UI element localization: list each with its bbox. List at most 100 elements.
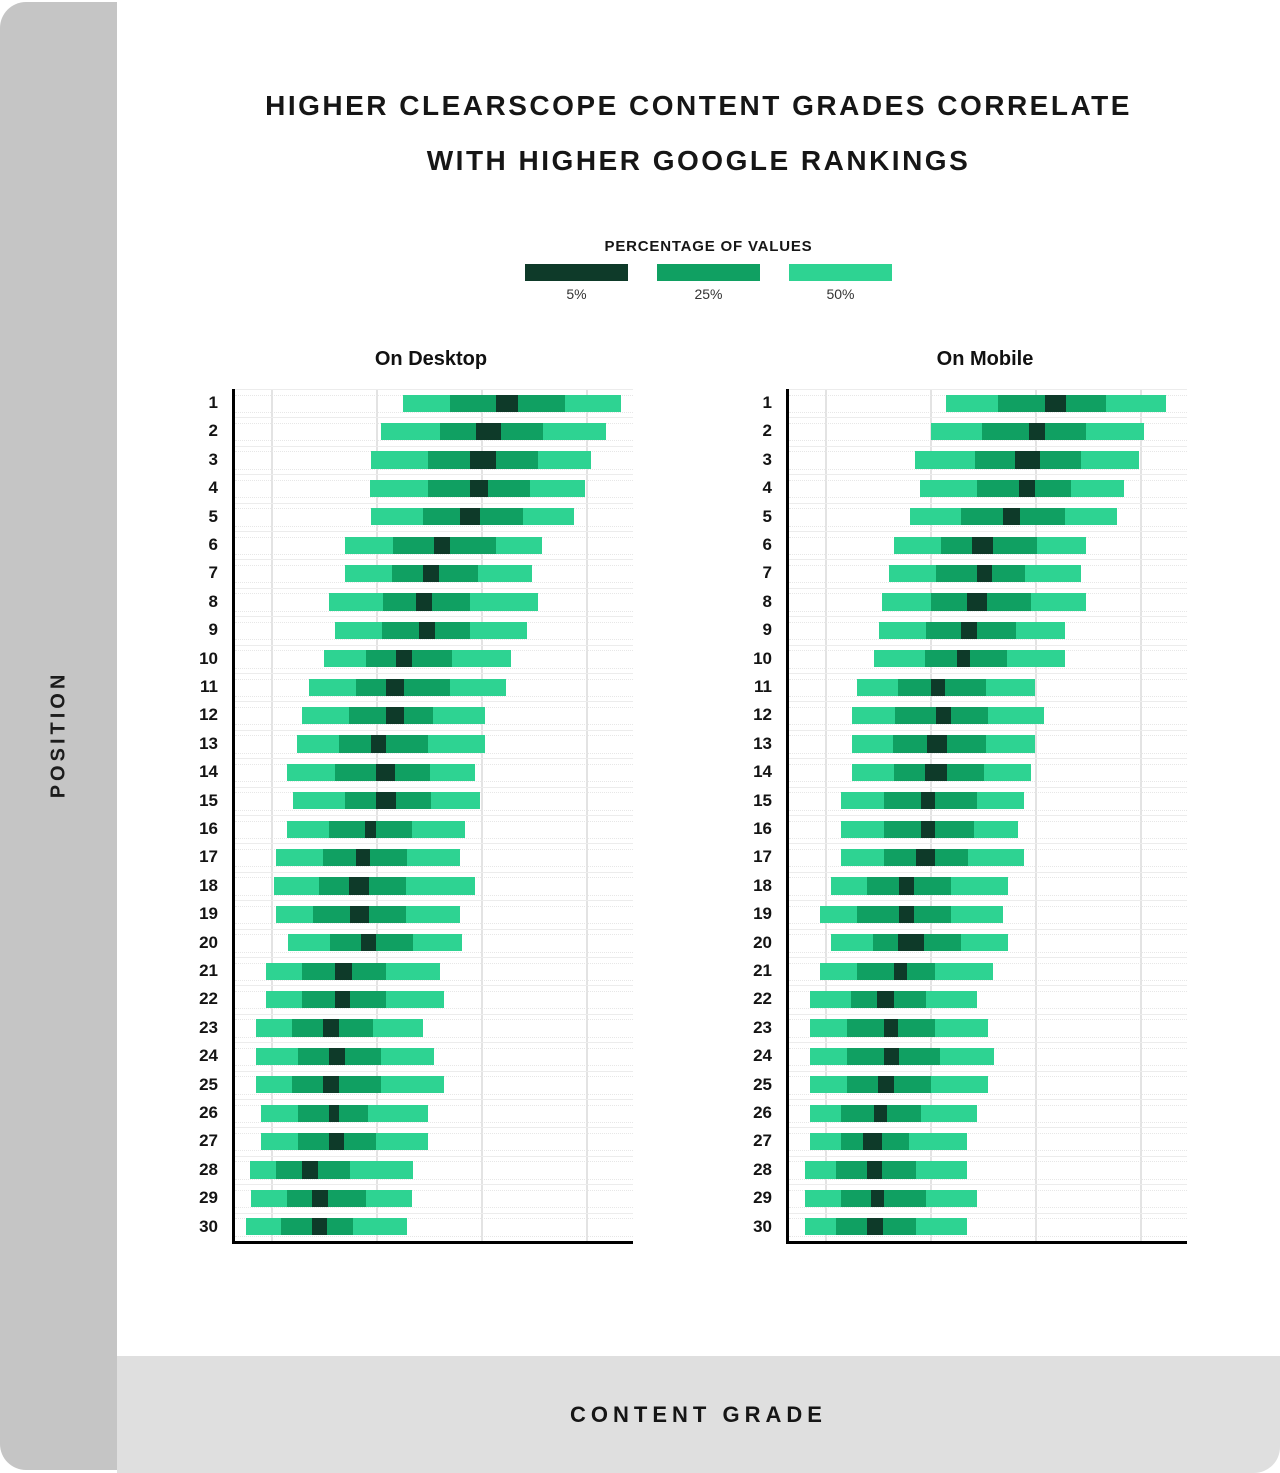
position-label-25: 25 — [753, 1074, 772, 1094]
row-gridline — [235, 1155, 633, 1157]
row-gridline — [789, 1036, 1187, 1038]
position-label-29: 29 — [753, 1188, 772, 1208]
position-label-21: 21 — [753, 961, 772, 980]
row-gridline — [789, 781, 1187, 783]
row-gridline — [789, 1178, 1187, 1180]
bar-position-11 — [857, 678, 1035, 696]
chart-title-line-2: WITH HIGHER GOOGLE RANKINGS — [426, 145, 971, 176]
row-gridline — [789, 531, 1187, 532]
row-gridline — [235, 843, 633, 845]
bar-segment-5pct — [867, 1161, 882, 1179]
row-gridline — [789, 502, 1187, 504]
row-gridline — [789, 587, 1187, 589]
desktop-chart-panel: 1 2 3 4 5 6 7 8 9 10 11 12 13 14 15 16 17 18 19 20 21 22 23 24 2… — [199, 389, 633, 1244]
row-gridline — [789, 1184, 1187, 1186]
row-gridline — [235, 553, 633, 555]
left-position-band: POSITION — [0, 2, 117, 1470]
row-gridline — [789, 525, 1187, 527]
bar-position-4 — [370, 479, 585, 498]
row-gridline — [789, 1042, 1187, 1044]
position-label-28: 28 — [753, 1159, 772, 1179]
bar-segment-5pct — [931, 678, 945, 696]
row-gridline — [789, 411, 1187, 413]
row-gridline — [235, 1132, 633, 1134]
row-gridline — [235, 1218, 633, 1220]
row-gridline — [235, 1099, 633, 1100]
bar-segment-5pct — [863, 1132, 882, 1151]
bar-position-8 — [329, 593, 538, 611]
row-gridline — [235, 815, 633, 816]
row-gridline — [235, 587, 633, 589]
row-gridline — [235, 1036, 633, 1038]
row-gridline — [789, 1008, 1187, 1010]
bar-segment-5pct — [365, 820, 376, 838]
row-gridline — [789, 1189, 1187, 1191]
position-label-7: 7 — [762, 563, 772, 583]
bar-segment-5pct — [386, 706, 404, 725]
legend-swatch-25 — [657, 264, 760, 281]
row-gridline — [789, 1132, 1187, 1134]
bar-segment-5pct — [921, 792, 935, 810]
y-axis-title-box: POSITION — [0, 584, 117, 884]
bar-position-30 — [805, 1218, 967, 1236]
bar-position-30 — [246, 1218, 407, 1236]
position-label-14: 14 — [199, 762, 218, 782]
row-gridline — [235, 1235, 633, 1237]
bar-segment-5pct — [1019, 479, 1035, 498]
row-gridline — [235, 525, 633, 527]
legend-item-5: 5% — [525, 264, 628, 302]
position-label-20: 20 — [753, 932, 772, 952]
row-gridline — [789, 752, 1187, 754]
mobile-panel-title: On Mobile — [936, 348, 1034, 370]
position-label-26: 26 — [753, 1103, 772, 1122]
bar-segment-5pct — [899, 877, 914, 895]
legend: PERCENTAGE OF VALUES 5% 25% 50% — [127, 238, 1280, 302]
row-gridline — [235, 724, 633, 726]
legend-swatch-5 — [525, 264, 628, 281]
position-label-13: 13 — [199, 733, 218, 753]
position-label-22: 22 — [753, 989, 772, 1009]
position-label-2: 2 — [762, 421, 772, 441]
row-gridline — [235, 1042, 633, 1044]
row-gridline — [789, 1235, 1187, 1237]
chart-title: HIGHER CLEARSCOPE CONTENT GRADES CORRELA… — [117, 78, 1280, 188]
row-gridline — [235, 695, 633, 697]
position-label-25: 25 — [199, 1074, 218, 1094]
row-gridline — [235, 985, 633, 987]
bar-segment-5pct — [867, 1218, 883, 1236]
row-gridline — [235, 1189, 633, 1191]
bar-position-20 — [831, 934, 1008, 952]
bar-position-29 — [805, 1189, 977, 1208]
bar-segment-5pct — [927, 735, 947, 753]
bar-position-26 — [261, 1104, 428, 1122]
row-gridline — [789, 866, 1187, 868]
bar-position-15 — [841, 792, 1024, 810]
row-gridline — [789, 695, 1187, 697]
position-label-27: 27 — [753, 1131, 772, 1151]
chart-title-line-1: HIGHER CLEARSCOPE CONTENT GRADES CORRELA… — [265, 90, 1132, 121]
bar-segment-5pct — [936, 706, 951, 725]
bar-position-16 — [841, 820, 1018, 838]
bar-segment-5pct — [460, 508, 480, 526]
bottom-content-grade-band: CONTENT GRADE — [117, 1356, 1280, 1473]
bar-segment-5pct — [899, 905, 914, 924]
row-gridline — [789, 1019, 1187, 1021]
legend-item-25: 25% — [657, 264, 760, 302]
bar-position-4 — [920, 479, 1124, 498]
row-gridline — [789, 474, 1187, 476]
position-label-5: 5 — [208, 506, 218, 526]
position-label-12: 12 — [199, 705, 218, 725]
row-gridline — [235, 1184, 633, 1186]
position-label-5: 5 — [762, 506, 772, 526]
bar-position-16 — [287, 820, 465, 838]
y-axis-title: POSITION — [47, 670, 70, 798]
bar-segment-5pct — [323, 1019, 339, 1037]
row-gridline — [235, 1150, 633, 1152]
position-label-6: 6 — [762, 535, 772, 554]
row-gridline — [789, 559, 1187, 561]
bar-position-7 — [345, 564, 532, 583]
row-gridline — [235, 474, 633, 476]
row-gridline — [235, 900, 633, 902]
bar-position-22 — [266, 990, 444, 1009]
